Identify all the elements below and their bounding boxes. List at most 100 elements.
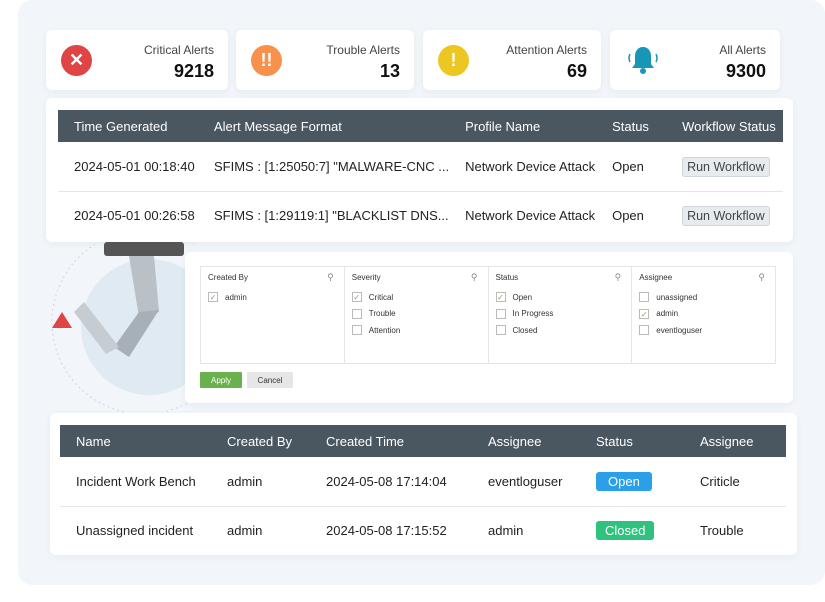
option-label: unassigned: [656, 292, 698, 302]
option-label: Closed: [512, 325, 538, 335]
filter-option[interactable]: Closed: [495, 322, 625, 339]
table-row[interactable]: Unassigned incident admin 2024-05-08 17:…: [60, 506, 786, 555]
incidents-card: Name Created By Created Time Assignee St…: [50, 413, 797, 555]
option-label: eventloguser: [656, 325, 703, 335]
option-label: Trouble: [368, 309, 396, 319]
filter-column: Assignee ⚲ unassigned ✓ admin eventloguser: [632, 267, 775, 363]
checkbox[interactable]: [495, 308, 506, 319]
cell: Network Device Attack: [465, 208, 596, 224]
run-workflow-button[interactable]: Run Workflow: [682, 156, 770, 177]
col-header[interactable]: Status: [580, 425, 684, 457]
table-row[interactable]: 2024-05-01 00:26:58 SFIMS : [1:29119:1] …: [58, 191, 783, 240]
filter-title: Status: [495, 273, 519, 282]
cell: Trouble: [700, 523, 744, 539]
cell: 2024-05-08 17:14:04: [310, 457, 472, 507]
cancel-button[interactable]: Cancel: [247, 372, 293, 388]
option-label: admin: [225, 292, 247, 302]
filter-title: Severity: [351, 273, 381, 282]
checkbox[interactable]: ✓: [208, 292, 218, 303]
cell: Open: [596, 142, 667, 192]
stat-trouble[interactable]: !! Trouble Alerts 13: [236, 30, 414, 90]
filter-option[interactable]: ✓ Open: [495, 289, 625, 306]
cell: Unassigned incident: [76, 523, 194, 539]
cell: SFIMS : [1:29119:1] "BLACKLIST DNS...: [214, 208, 449, 224]
stat-value: 9300: [725, 61, 766, 81]
filter-option[interactable]: Attention: [351, 322, 481, 339]
filter-option[interactable]: Trouble: [351, 306, 481, 323]
col-header[interactable]: Assignee: [472, 425, 580, 457]
stat-label: All Alerts: [719, 43, 766, 57]
stat-critical[interactable]: ✕ Critical Alerts 9218: [46, 30, 228, 90]
option-label: admin: [656, 309, 679, 319]
alerts-table: Time Generated Alert Message Format Prof…: [58, 110, 783, 240]
filter-option[interactable]: ✓ Critical: [351, 289, 481, 306]
cell: admin: [488, 523, 524, 539]
exclamation-icon: !: [438, 45, 469, 76]
stat-label: Trouble Alerts: [326, 43, 400, 57]
alerts-card: Time Generated Alert Message Format Prof…: [46, 98, 793, 242]
cell: 2024-05-01 00:26:58: [74, 208, 195, 224]
stat-value: 9218: [173, 61, 214, 81]
bell-icon: [628, 47, 658, 74]
cell: eventloguser: [472, 457, 580, 507]
stat-value: 13: [379, 61, 400, 81]
search-icon[interactable]: ⚲: [758, 272, 765, 282]
filter-column: Severity ⚲ ✓ Critical Trouble Attention: [345, 267, 489, 363]
stat-all[interactable]: All Alerts 9300: [610, 30, 780, 90]
filter-title: Assignee: [639, 273, 673, 282]
cell: Criticle: [684, 457, 786, 507]
status-badge: Open: [596, 471, 652, 491]
col-header[interactable]: Profile Name: [449, 110, 597, 142]
stat-attention[interactable]: ! Attention Alerts 69: [423, 30, 601, 90]
option-label: Critical: [368, 292, 394, 302]
checkbox[interactable]: [351, 325, 362, 336]
option-label: In Progress: [512, 309, 554, 319]
filter-option[interactable]: eventloguser: [639, 322, 768, 339]
search-icon[interactable]: ⚲: [327, 272, 334, 282]
cell: SFIMS : [1:25050:7] "MALWARE-CNC ...: [198, 142, 450, 192]
filter-title: Created By: [208, 273, 249, 282]
filter-option[interactable]: unassigned: [639, 289, 768, 306]
stat-value: 69: [566, 61, 587, 81]
cell: Network Device Attack: [449, 142, 597, 192]
run-workflow-button[interactable]: Run Workflow: [682, 206, 770, 227]
status-badge: Closed: [596, 521, 655, 541]
col-header[interactable]: Assignee: [684, 425, 786, 457]
col-header[interactable]: Alert Message Format: [198, 110, 450, 142]
cell: 2024-05-01 00:18:40: [58, 142, 198, 192]
checkbox[interactable]: ✓: [639, 308, 650, 319]
checkbox[interactable]: [495, 325, 506, 336]
search-icon[interactable]: ⚲: [614, 272, 622, 282]
table-row[interactable]: Incident Work Bench admin 2024-05-08 17:…: [60, 457, 786, 507]
col-header[interactable]: Time Generated: [58, 110, 198, 142]
col-header[interactable]: Created Time: [310, 425, 472, 457]
option-label: Open: [512, 292, 533, 302]
checkbox[interactable]: [639, 292, 650, 303]
table-row[interactable]: 2024-05-01 00:18:40 SFIMS : [1:25050:7] …: [58, 142, 783, 192]
apply-button[interactable]: Apply: [200, 372, 242, 388]
checkbox[interactable]: [639, 325, 650, 336]
filter-panel: Created By ⚲ ✓ admin Severity ⚲ ✓ Critical Troub…: [185, 252, 793, 403]
checkbox[interactable]: [351, 308, 362, 319]
filter-option[interactable]: ✓ admin: [639, 306, 768, 323]
cell: Incident Work Bench: [60, 457, 211, 507]
cell: Open: [612, 208, 644, 224]
double-exclamation-icon: !!: [251, 45, 282, 76]
robot-arm-illustration: [51, 242, 194, 412]
option-label: Attention: [368, 325, 401, 335]
filter-option[interactable]: ✓ admin: [208, 289, 337, 306]
checkbox[interactable]: ✓: [495, 292, 506, 303]
cell: admin: [227, 523, 263, 539]
stat-label: Critical Alerts: [143, 43, 214, 57]
filter-column: Created By ⚲ ✓ admin: [201, 267, 345, 363]
checkbox[interactable]: ✓: [351, 292, 362, 303]
filter-option[interactable]: In Progress: [495, 306, 625, 323]
filter-column: Status ⚲ ✓ Open In Progress Closed: [489, 267, 633, 363]
search-icon[interactable]: ⚲: [470, 272, 478, 282]
col-header[interactable]: Name: [60, 425, 211, 457]
col-header[interactable]: Status: [596, 110, 667, 142]
col-header[interactable]: Workflow Status: [666, 110, 783, 142]
cell: 2024-05-08 17:15:52: [326, 523, 447, 539]
cell: admin: [211, 457, 310, 507]
col-header[interactable]: Created By: [211, 425, 310, 457]
